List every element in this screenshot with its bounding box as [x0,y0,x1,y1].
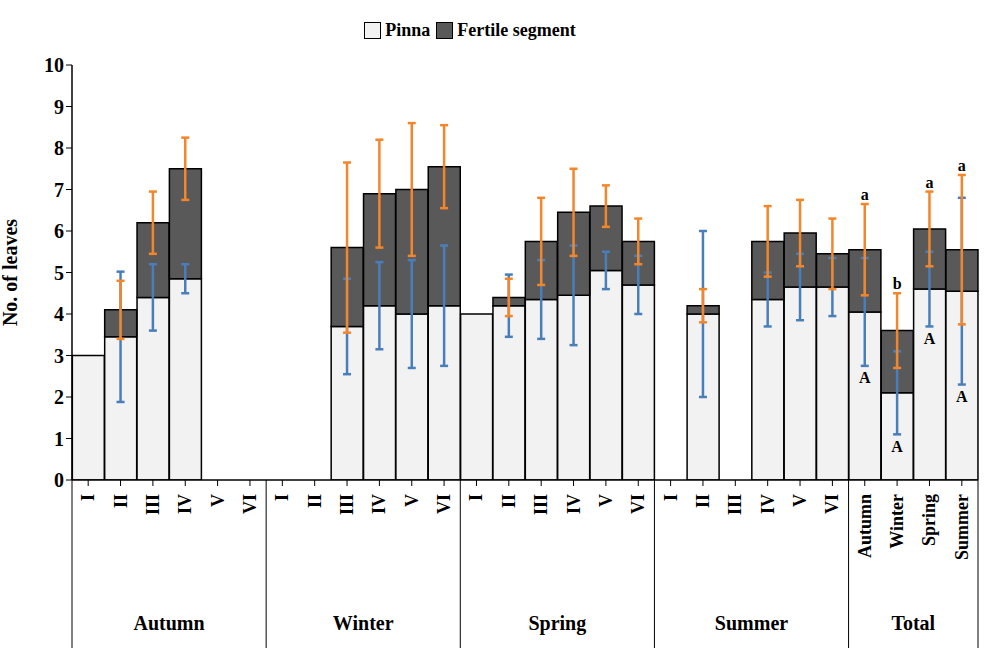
svg-text:10: 10 [44,54,64,76]
svg-text:I: I [272,494,292,501]
svg-text:A: A [924,330,936,347]
svg-text:Summer: Summer [952,494,972,560]
svg-text:a: a [958,157,966,174]
svg-text:2: 2 [54,386,64,408]
svg-text:6: 6 [54,220,64,242]
svg-text:1: 1 [54,428,64,450]
svg-text:Spring: Spring [528,612,586,635]
svg-text:9: 9 [54,96,64,118]
svg-text:IV: IV [758,494,778,514]
svg-text:IV: IV [564,494,584,514]
svg-text:VI: VI [240,494,260,514]
svg-text:Winter: Winter [333,612,394,634]
svg-text:a: a [861,186,869,203]
svg-text:VI: VI [628,494,648,514]
svg-text:Autumn: Autumn [134,612,205,634]
svg-text:II: II [305,494,325,508]
svg-text:IV: IV [369,494,389,514]
svg-text:I: I [78,494,98,501]
svg-text:III: III [143,494,163,515]
svg-text:V: V [596,494,616,507]
svg-text:Winter: Winter [887,494,907,549]
svg-text:VI: VI [434,494,454,514]
svg-text:b: b [893,275,902,292]
svg-text:Autumn: Autumn [855,494,875,558]
svg-text:a: a [925,174,933,191]
svg-text:4: 4 [54,303,64,325]
svg-text:II: II [111,494,131,508]
svg-text:VI: VI [822,494,842,514]
html-text:Fertile segment: Fertile segment [457,20,576,40]
svg-text:0: 0 [54,469,64,491]
svg-text:V: V [208,494,228,507]
svg-text:A: A [956,388,968,405]
svg-text:II: II [693,494,713,508]
svg-text:8: 8 [54,137,64,159]
svg-text:IV: IV [175,494,195,514]
svg-text:III: III [531,494,551,515]
svg-text:I: I [661,494,681,501]
svg-text:No. of leaves: No. of leaves [8,219,21,326]
html-text:Pinna: Pinna [385,20,431,40]
svg-text:Summer: Summer [715,612,788,634]
svg-text:7: 7 [54,179,64,201]
svg-text:III: III [337,494,357,515]
svg-text:5: 5 [54,262,64,284]
svg-text:Spring: Spring [919,494,939,546]
svg-text:A: A [891,438,903,455]
svg-text:3: 3 [54,345,64,367]
svg-text:II: II [499,494,519,508]
svg-text:A: A [859,369,871,386]
svg-text:V: V [402,494,422,507]
svg-text:V: V [790,494,810,507]
svg-text:III: III [725,494,745,515]
svg-text:I: I [466,494,486,501]
svg-text:Total: Total [891,612,935,634]
